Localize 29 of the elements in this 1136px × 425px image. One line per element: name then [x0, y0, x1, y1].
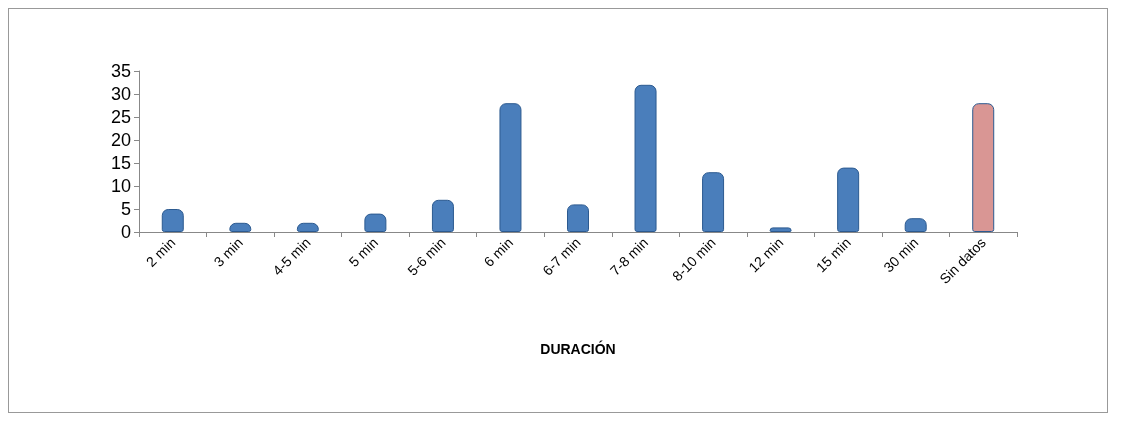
bar: [161, 209, 184, 232]
y-tick-label: 5: [120, 199, 131, 219]
bar: [702, 172, 725, 232]
x-tick-label: 15 min: [812, 234, 854, 276]
x-axis-title: DURACIÓN: [540, 340, 616, 357]
x-tick-label: 12 min: [745, 234, 787, 276]
bar: [634, 84, 657, 232]
bar: [499, 103, 522, 232]
x-tick-label: 2 min: [142, 234, 179, 270]
x-tick-label: 30 min: [880, 234, 922, 276]
x-tick-label: 4-5 min: [269, 234, 314, 279]
x-tick-label: 5 min: [345, 234, 382, 270]
y-tick-label: 20: [110, 130, 131, 150]
bar: [837, 167, 860, 232]
y-tick-label: 10: [110, 176, 131, 196]
x-tick-label: 6-7 min: [539, 234, 584, 279]
bar: [567, 204, 589, 232]
y-tick-label: 35: [110, 61, 131, 81]
x-tick-label: 5-6 min: [404, 234, 449, 279]
y-tick-label: 0: [120, 222, 131, 242]
y-tick-label: 25: [110, 107, 131, 127]
x-tick-label: 7-8 min: [606, 234, 652, 279]
y-tick-label: 15: [110, 153, 131, 173]
bar: [364, 213, 387, 232]
bar: [972, 103, 995, 232]
x-tick-label: 6 min: [480, 234, 517, 270]
x-tick-label: 3 min: [210, 234, 246, 270]
bar: [431, 199, 454, 232]
y-tick-label: 30: [110, 84, 131, 104]
